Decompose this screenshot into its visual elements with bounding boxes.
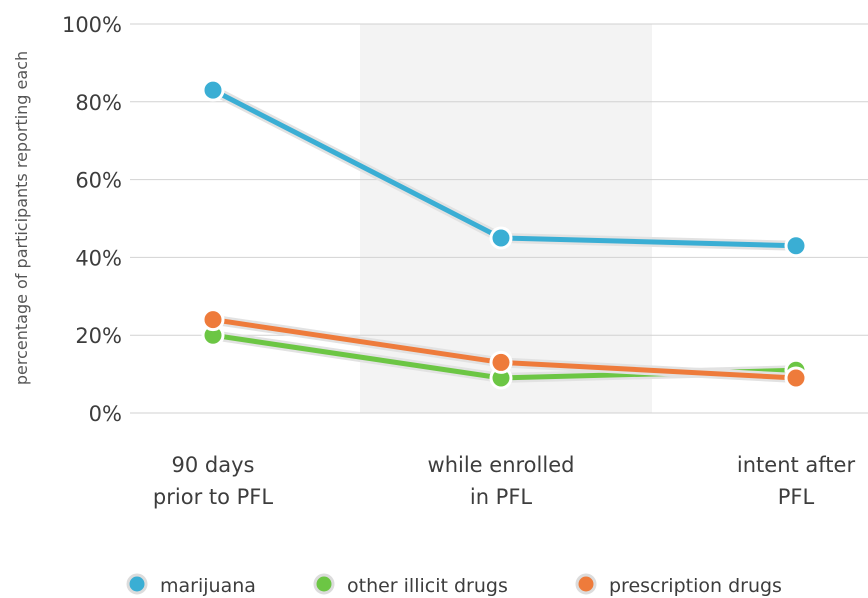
data-point <box>201 78 225 102</box>
y-tick-label: 80% <box>75 91 122 115</box>
x-category-label: 90 days prior to PFL <box>153 453 273 509</box>
y-tick-label: 0% <box>89 402 122 426</box>
y-tick-label: 40% <box>75 246 122 270</box>
legend-marker <box>126 573 148 595</box>
y-tick-label: 100% <box>62 13 122 37</box>
legend-marker <box>313 573 335 595</box>
y-tick-label: 20% <box>75 324 122 348</box>
data-point <box>784 234 808 258</box>
legend-label: prescription drugs <box>609 575 782 597</box>
legend-label: marijuana <box>160 575 256 597</box>
data-point <box>784 366 808 390</box>
y-axis-label: percentage of participants reporting eac… <box>12 51 31 385</box>
x-category-label: while enrolled in PFL <box>428 453 575 509</box>
data-point <box>489 350 513 374</box>
legend-marker <box>575 573 597 595</box>
y-tick-label: 60% <box>75 169 122 193</box>
data-point <box>489 226 513 250</box>
data-point <box>201 308 225 332</box>
x-category-label: intent after PFL <box>737 453 856 509</box>
legend-label: other illicit drugs <box>347 575 508 597</box>
